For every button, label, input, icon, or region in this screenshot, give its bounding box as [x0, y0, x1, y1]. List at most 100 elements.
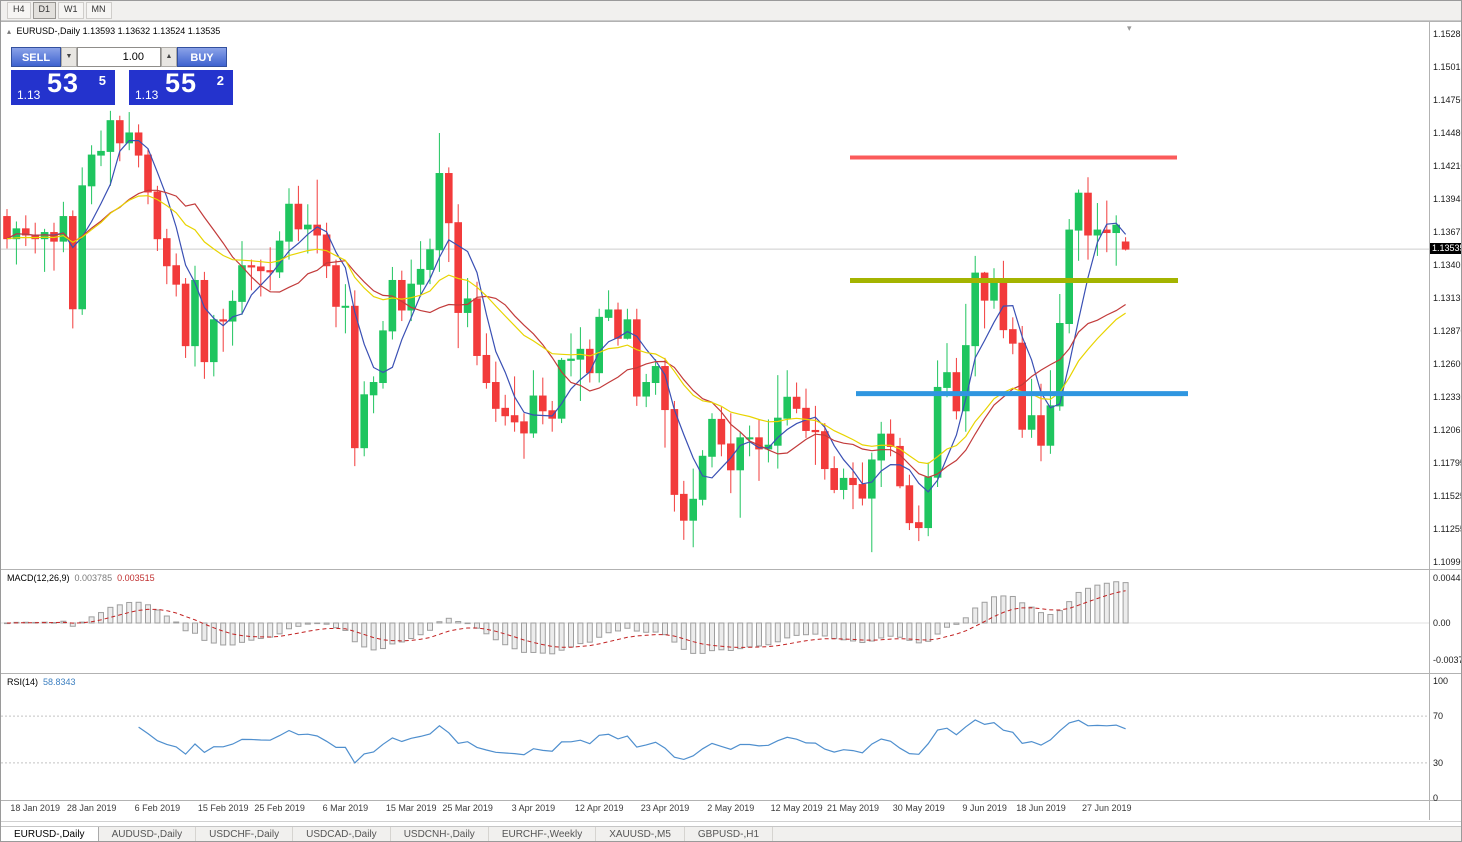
- time-axis-label: 25 Mar 2019: [442, 803, 493, 813]
- chart-header: ▴ EURUSD-,Daily 1.13593 1.13632 1.13524 …: [7, 26, 220, 36]
- candles: [3, 110, 1130, 553]
- time-axis-label: 15 Feb 2019: [197, 803, 249, 813]
- ohlc-low: 1.13524: [152, 26, 186, 36]
- price-scale-label: 1.12600: [1433, 359, 1461, 370]
- rsi-scale-label: 70: [1433, 711, 1444, 722]
- macd-scale-label: -0.003715: [1433, 655, 1461, 666]
- macd-scale-label: 0.00: [1433, 618, 1451, 628]
- time-axis-label: 2 May 2019: [707, 803, 755, 813]
- rsi-value: 58.8343: [43, 677, 76, 687]
- time-axis-label: 15 Mar 2019: [385, 803, 437, 813]
- time-axis-label: 18 Jan 2019: [10, 803, 60, 813]
- time-axis-label: 21 May 2019: [826, 803, 880, 813]
- macd-label: MACD(12,26,9): [7, 573, 70, 583]
- current-price-badge: 1.13535: [1430, 243, 1461, 255]
- price-chart-canvas[interactable]: [1, 22, 1429, 568]
- macd-scale-label: 0.004465: [1433, 573, 1461, 583]
- chart-shift-marker-icon[interactable]: ▾: [1127, 23, 1132, 33]
- chart-tab-gbpusd-h1[interactable]: GBPUSD-,H1: [685, 827, 774, 841]
- ask-price-box[interactable]: 1.13 55 2: [129, 68, 233, 105]
- time-axis-label: 28 Jan 2019: [66, 803, 117, 813]
- ohlc-high: 1.13632: [117, 26, 151, 36]
- timeframe-button-h4[interactable]: H4: [7, 2, 31, 19]
- chart-tab-usdcad-daily[interactable]: USDCAD-,Daily: [293, 827, 391, 841]
- price-scale-label: 1.14210: [1433, 161, 1461, 172]
- rsi-scale-label: 100: [1433, 676, 1449, 686]
- macd-label-row: MACD(12,26,9) 0.003785 0.003515: [7, 573, 155, 583]
- price-scale-label: 1.15285: [1433, 29, 1461, 39]
- price-scale-label: 1.11525: [1433, 491, 1462, 502]
- moving-average-13: [6, 189, 1126, 478]
- bottom-separator: [1, 821, 1461, 822]
- one-click-collapse-icon[interactable]: ▴: [7, 27, 12, 36]
- price-scale-label: 1.14750: [1433, 94, 1461, 105]
- chart-tab-xauusd-m5[interactable]: XAUUSD-,M5: [596, 827, 685, 841]
- ask-price-prefix: 1.13: [135, 88, 159, 102]
- timeframe-toolbar: H4 D1 W1 MN: [1, 1, 1461, 21]
- price-scale-label: 1.10990: [1433, 557, 1461, 567]
- chart-tab-usdcnh-daily[interactable]: USDCNH-,Daily: [391, 827, 489, 841]
- chart-tab-eurchf-weekly[interactable]: EURCHF-,Weekly: [489, 827, 597, 841]
- rsi-scale-label: 0: [1433, 793, 1439, 803]
- chart-tab-eurusd-daily[interactable]: EURUSD-,Daily: [1, 827, 99, 841]
- time-axis-label: 23 Apr 2019: [640, 803, 690, 813]
- chart-symbol-label: EURUSD-,Daily: [16, 26, 81, 36]
- moving-average-21: [6, 195, 1126, 465]
- volume-input[interactable]: 1.00: [77, 47, 161, 67]
- rsi-scale-label: 30: [1433, 757, 1444, 768]
- time-axis-label: 27 Jun 2019: [1082, 803, 1132, 813]
- time-axis[interactable]: 18 Jan 2019 28 Jan 2019 6 Feb 2019 15 Feb 2…: [1, 803, 1429, 819]
- rsi-panel[interactable]: [1, 675, 1429, 799]
- price-scale-label: 1.12330: [1433, 392, 1461, 403]
- time-axis-label: 6 Mar 2019: [322, 803, 369, 813]
- chart-tab-bar: EURUSD-,Daily AUDUSD-,Daily USDCHF-,Daily U…: [1, 826, 1461, 841]
- buy-button[interactable]: BUY: [177, 47, 227, 67]
- macd-panel-separator[interactable]: [1, 569, 1461, 570]
- timeframe-button-mn[interactable]: MN: [85, 2, 112, 19]
- price-scale-label: 1.12065: [1433, 424, 1461, 435]
- volume-increase-icon[interactable]: ▲: [161, 47, 177, 67]
- bid-price-box[interactable]: 1.13 53 5: [11, 68, 115, 105]
- price-scale-separator: [1429, 21, 1430, 820]
- macd-signal-line: [6, 590, 1126, 648]
- one-click-trading-panel: SELL ▼ 1.00 ▲ BUY 1.13 53 5 1.13 55 2: [11, 47, 233, 105]
- time-axis-label: 6 Feb 2019: [134, 803, 181, 813]
- price-scale-label: 1.13405: [1433, 260, 1461, 271]
- macd-value: 0.003785: [74, 573, 113, 583]
- volume-decrease-icon[interactable]: ▼: [61, 47, 77, 67]
- macd-histogram: [4, 581, 1129, 655]
- chart-tab-audusd-daily[interactable]: AUDUSD-,Daily: [99, 827, 197, 841]
- bid-price-prefix: 1.13: [17, 88, 41, 102]
- rsi-line: [138, 719, 1126, 764]
- macd-panel[interactable]: [1, 571, 1429, 671]
- price-scale-label: 1.12870: [1433, 325, 1461, 336]
- time-axis-line: [1, 800, 1461, 801]
- price-scale-label: 1.11255: [1433, 524, 1462, 535]
- toolbar-separator: [1, 21, 1461, 22]
- price-scale-label: 1.13135: [1433, 293, 1461, 304]
- time-axis-label: 12 May 2019: [770, 803, 823, 813]
- moving-average-5: [6, 139, 1127, 493]
- rsi-label-row: RSI(14) 58.8343: [7, 677, 76, 687]
- timeframe-button-d1[interactable]: D1: [32, 2, 57, 19]
- timeframe-button-w1[interactable]: W1: [58, 2, 84, 19]
- price-scale-label: 1.11795: [1433, 458, 1462, 469]
- time-axis-label: 9 Jun 2019: [962, 803, 1007, 813]
- ask-price-point: 2: [216, 73, 224, 88]
- ask-price-pips: 55: [165, 68, 198, 98]
- price-scale-label: 1.14480: [1433, 127, 1461, 138]
- time-axis-label: 30 May 2019: [892, 803, 945, 813]
- rsi-label: RSI(14): [7, 677, 39, 687]
- ohlc-close: 1.13535: [187, 26, 221, 36]
- chart-tab-usdchf-daily[interactable]: USDCHF-,Daily: [196, 827, 294, 841]
- price-scale-label: 1.13945: [1433, 193, 1461, 204]
- ohlc-open: 1.13593: [82, 26, 116, 36]
- time-axis-label: 12 Apr 2019: [574, 803, 624, 813]
- macd-signal-value: 0.003515: [117, 573, 155, 583]
- sell-button[interactable]: SELL: [11, 47, 61, 67]
- rsi-panel-separator[interactable]: [1, 673, 1461, 674]
- time-axis-label: 25 Feb 2019: [254, 803, 305, 813]
- price-scale-label: 1.15015: [1433, 62, 1461, 73]
- bid-price-point: 5: [98, 73, 106, 88]
